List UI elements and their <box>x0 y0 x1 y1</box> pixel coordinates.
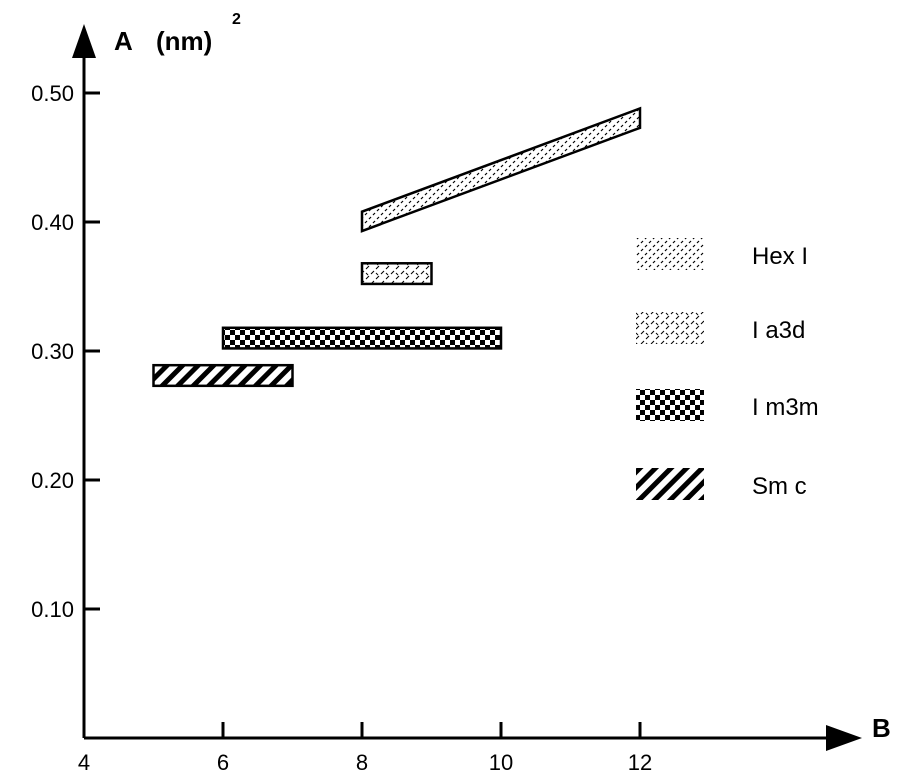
y-tick-label: 0.50 <box>31 81 74 106</box>
y-tick-label: 0.30 <box>31 339 74 364</box>
legend-label-i-a3d: I a3d <box>752 317 805 344</box>
x-tick-label: 12 <box>628 750 652 774</box>
x-axis-title: B <box>872 713 891 743</box>
y-axis-arrow <box>72 24 96 58</box>
legend-swatch-sm-c <box>636 468 704 500</box>
legend-swatch-i-a3d <box>636 312 704 344</box>
y-tick-label: 0.40 <box>31 210 74 235</box>
axes <box>72 24 862 751</box>
y-ticks: 0.10 0.20 0.30 0.40 0.50 <box>31 81 100 622</box>
bar-i-m3m <box>221 326 503 350</box>
x-ticks: 4 6 8 10 12 <box>78 722 652 774</box>
legend-swatch-i-m3m <box>636 389 704 421</box>
legend-label-hex-i: Hex I <box>752 243 808 270</box>
x-axis-arrow <box>826 725 862 751</box>
x-tick-label: 4 <box>78 750 90 774</box>
x-tick-label: 8 <box>356 750 368 774</box>
legend: Hex I I a3d I m3m Sm c <box>636 238 819 500</box>
legend-label-i-m3m: I m3m <box>752 394 819 421</box>
legend-label-sm-c: Sm c <box>752 473 807 500</box>
y-tick-label: 0.10 <box>31 597 74 622</box>
bar-hex-i <box>360 106 642 233</box>
y-axis-unit-exponent: 2 <box>232 11 241 28</box>
bars <box>152 106 642 388</box>
x-tick-label: 10 <box>489 750 513 774</box>
y-tick-label: 0.20 <box>31 468 74 493</box>
y-axis-unit: (nm) <box>156 26 212 56</box>
bar-sm-c <box>152 363 294 388</box>
y-axis-title: A <box>114 26 133 56</box>
bar-i-a3d <box>360 262 433 286</box>
x-tick-label: 6 <box>217 750 229 774</box>
legend-swatch-hex-i <box>636 238 704 270</box>
